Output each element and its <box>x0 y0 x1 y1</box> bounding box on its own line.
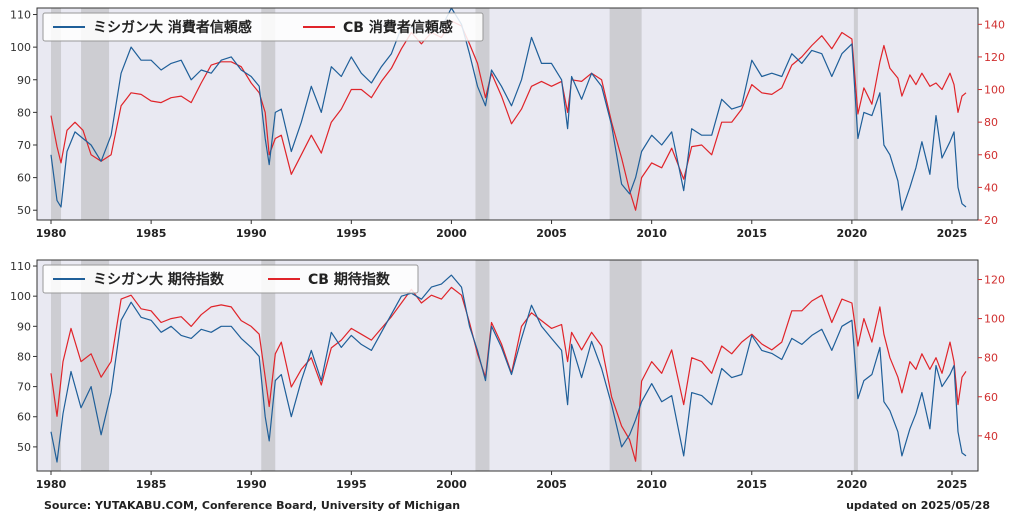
x-tick-label: 2020 <box>837 478 868 491</box>
recession-band <box>81 8 110 220</box>
x-tick-label: 1985 <box>136 478 167 491</box>
y-left-tick-label: 110 <box>10 9 31 22</box>
source-note: Source: YUTAKABU.COM, Conference Board, … <box>44 499 461 512</box>
plot-frame <box>36 259 979 472</box>
y-left-tick-label: 80 <box>17 350 31 363</box>
x-tick-label: 2005 <box>536 478 567 491</box>
x-tick-label: 1990 <box>236 227 267 240</box>
recession-band <box>51 8 62 220</box>
recession-band <box>609 8 642 220</box>
legend-box <box>42 264 419 294</box>
y-right-tick-label: 100 <box>984 313 1005 326</box>
y-left-tick-label: 110 <box>10 260 31 273</box>
x-tick-label: 2005 <box>536 227 567 240</box>
series-line-cb <box>50 20 967 211</box>
y-right-tick-label: 40 <box>984 430 998 443</box>
x-tick-label: 2000 <box>436 478 467 491</box>
recession-band <box>51 260 62 471</box>
x-tick-label: 1990 <box>236 478 267 491</box>
recession-band <box>609 260 642 471</box>
y-right-tick-label: 140 <box>984 18 1005 31</box>
x-tick-label: 2020 <box>837 227 868 240</box>
y-left-tick-label: 70 <box>17 139 31 152</box>
y-left-tick-label: 60 <box>17 172 31 185</box>
recession-band <box>261 8 276 220</box>
y-left-tick-label: 90 <box>17 74 31 87</box>
x-tick-label: 2010 <box>636 227 667 240</box>
y-left-tick-label: 70 <box>17 381 31 394</box>
series-line-michigan <box>50 7 967 211</box>
y-left-tick-label: 50 <box>17 204 31 217</box>
y-right-tick-label: 120 <box>984 51 1005 64</box>
legend-label: CB 消費者信頼感 <box>343 19 453 36</box>
legend-label: CB 期待指数 <box>308 271 391 288</box>
updated-date: updated on 2025/05/28 <box>846 499 990 512</box>
recession-band <box>81 260 110 471</box>
consumer-confidence-chart: 50 60 70 80 90 100 110 20 40 60 80 100 120 140 1980 198… <box>10 7 1005 240</box>
y-right-tick-label: 60 <box>984 149 998 162</box>
y-right-tick-label: 80 <box>984 116 998 129</box>
legend-label: ミシガン大 期待指数 <box>93 271 225 288</box>
y-right-tick-label: 40 <box>984 181 998 194</box>
y-left-tick-label: 100 <box>10 41 31 54</box>
y-right-tick-label: 60 <box>984 391 998 404</box>
series-line-michigan <box>50 274 967 463</box>
y-left-tick-label: 90 <box>17 320 31 333</box>
y-left-tick-label: 80 <box>17 106 31 119</box>
plot-frame <box>36 7 979 221</box>
recession-band <box>475 260 490 471</box>
y-right-tick-label: 100 <box>984 84 1005 97</box>
x-tick-label: 2000 <box>436 227 467 240</box>
x-tick-label: 2025 <box>937 227 968 240</box>
x-tick-label: 2010 <box>636 478 667 491</box>
expectations-index-chart: 50 60 70 80 90 100 110 40 60 80 100 120 1980 1985 1990… <box>10 259 1005 491</box>
y-right-tick-label: 120 <box>984 274 1005 287</box>
legend: ミシガン大 期待指数 CB 期待指数 <box>42 264 419 294</box>
x-tick-label: 1985 <box>136 227 167 240</box>
x-tick-label: 1995 <box>336 478 367 491</box>
y-left-tick-label: 100 <box>10 290 31 303</box>
legend-label: ミシガン大 消費者信頼感 <box>93 19 252 36</box>
x-tick-label: 2015 <box>736 478 767 491</box>
x-tick-label: 1980 <box>36 478 67 491</box>
y-right-tick-label: 80 <box>984 352 998 365</box>
x-tick-label: 1980 <box>36 227 67 240</box>
y-right-tick-label: 20 <box>984 214 998 227</box>
legend: ミシガン大 消費者信頼感 CB 消費者信頼感 <box>42 12 484 42</box>
legend-box <box>42 12 484 42</box>
x-tick-label: 1995 <box>336 227 367 240</box>
x-tick-label: 2025 <box>937 478 968 491</box>
x-tick-label: 2015 <box>736 227 767 240</box>
recession-band <box>475 8 490 220</box>
y-left-tick-label: 60 <box>17 411 31 424</box>
y-left-tick-label: 50 <box>17 441 31 454</box>
